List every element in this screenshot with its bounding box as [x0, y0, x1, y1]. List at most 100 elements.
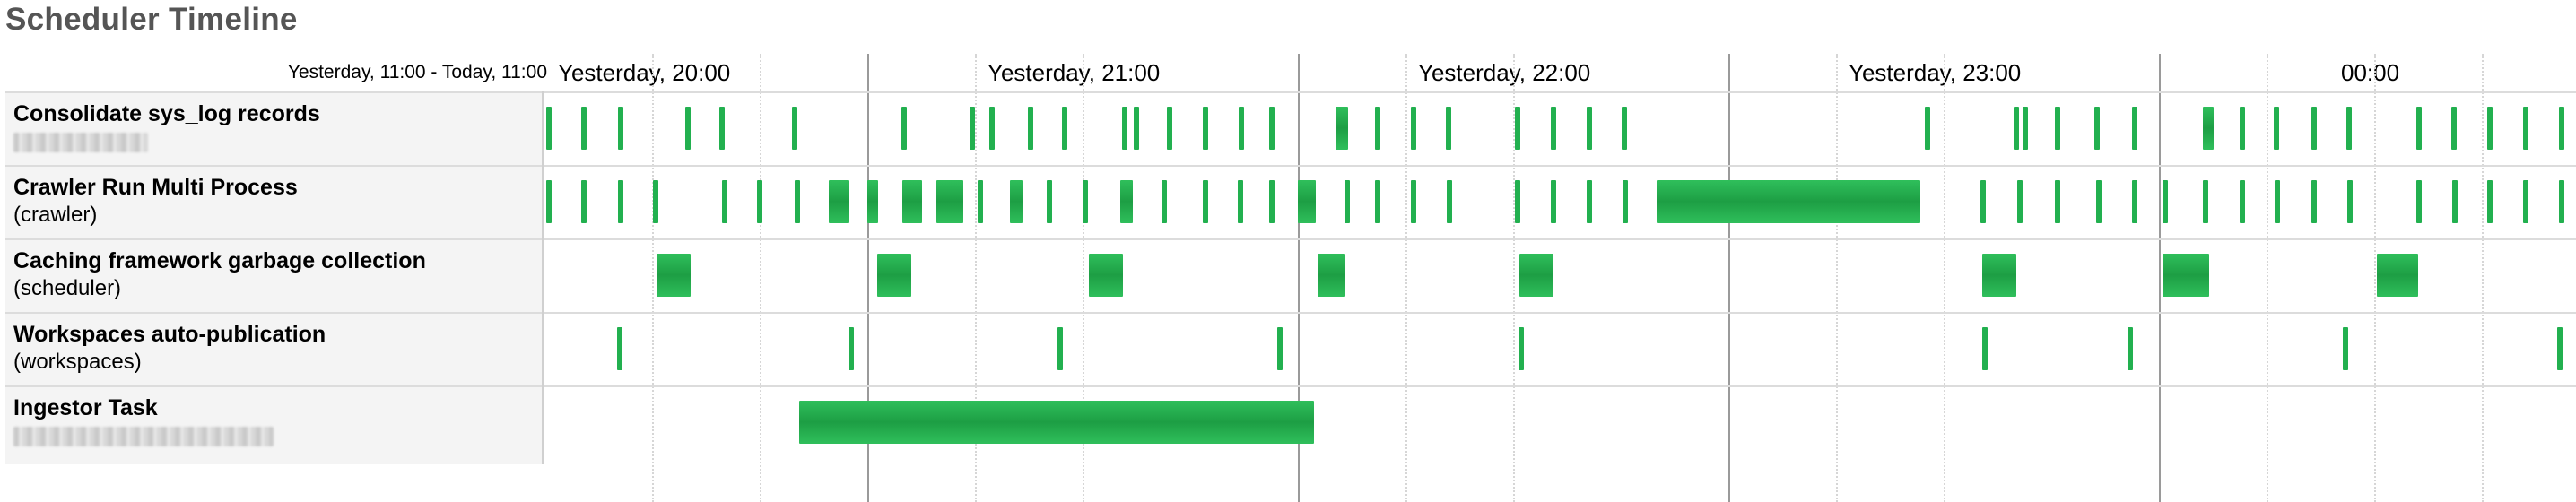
job-run-bar[interactable]	[1122, 107, 1127, 150]
job-run-bar[interactable]	[902, 180, 922, 223]
job-run-bar[interactable]	[2203, 180, 2208, 223]
job-run-bar[interactable]	[1028, 107, 1033, 150]
job-run-bar[interactable]	[2416, 180, 2422, 223]
job-run-bar[interactable]	[1587, 107, 1592, 150]
job-run-bar[interactable]	[657, 254, 691, 297]
job-run-bar[interactable]	[2055, 107, 2060, 150]
job-run-bar[interactable]	[1623, 180, 1628, 223]
job-run-bar[interactable]	[1447, 180, 1452, 223]
job-run-bar[interactable]	[1551, 180, 1556, 223]
job-run-bar[interactable]	[2487, 107, 2493, 150]
job-run-bar[interactable]	[978, 180, 983, 223]
job-run-bar[interactable]	[1062, 107, 1067, 150]
job-run-bar[interactable]	[1318, 254, 1345, 297]
job-run-bar[interactable]	[2557, 327, 2563, 370]
job-run-bar[interactable]	[2311, 107, 2317, 150]
job-run-bar[interactable]	[1411, 107, 1416, 150]
job-run-bar[interactable]	[1925, 107, 1930, 150]
job-run-bar[interactable]	[1336, 107, 1348, 150]
job-run-bar[interactable]	[2559, 180, 2564, 223]
job-run-bar[interactable]	[2132, 107, 2137, 150]
job-run-bar[interactable]	[2487, 180, 2493, 223]
job-run-bar[interactable]	[1587, 180, 1592, 223]
job-run-bar[interactable]	[1089, 254, 1123, 297]
job-run-bar[interactable]	[867, 180, 878, 223]
job-run-bar[interactable]	[2346, 107, 2352, 150]
job-run-bar[interactable]	[2240, 107, 2245, 150]
job-run-bar[interactable]	[849, 327, 854, 370]
job-run-bar[interactable]	[2094, 107, 2100, 150]
job-run-bar[interactable]	[2014, 107, 2019, 150]
job-run-bar[interactable]	[581, 107, 587, 150]
job-run-bar[interactable]	[653, 180, 658, 223]
job-run-bar[interactable]	[2096, 180, 2102, 223]
job-run-bar[interactable]	[2451, 107, 2457, 150]
job-run-bar[interactable]	[1982, 254, 2016, 297]
job-run-bar[interactable]	[1980, 180, 1986, 223]
job-run-bar[interactable]	[2452, 180, 2458, 223]
task-row-label[interactable]: Consolidate sys_log records	[5, 91, 542, 165]
job-run-bar[interactable]	[936, 180, 963, 223]
job-run-bar[interactable]	[2023, 107, 2028, 150]
job-run-bar[interactable]	[2132, 180, 2137, 223]
job-run-bar[interactable]	[1269, 107, 1275, 150]
job-run-bar[interactable]	[546, 107, 552, 150]
job-run-bar[interactable]	[757, 180, 762, 223]
job-run-bar[interactable]	[1010, 180, 1023, 223]
job-run-bar[interactable]	[618, 180, 623, 223]
job-run-bar[interactable]	[1269, 180, 1275, 223]
job-run-bar[interactable]	[970, 107, 975, 150]
job-run-bar[interactable]	[877, 254, 911, 297]
job-run-bar[interactable]	[546, 180, 552, 223]
job-run-bar[interactable]	[1551, 107, 1556, 150]
job-run-bar[interactable]	[1134, 107, 1139, 150]
task-row-label[interactable]: Caching framework garbage collection (sc…	[5, 238, 542, 312]
job-run-bar[interactable]	[901, 107, 907, 150]
job-run-bar[interactable]	[2203, 107, 2214, 150]
job-run-bar[interactable]	[2311, 180, 2317, 223]
job-run-bar[interactable]	[2163, 254, 2209, 297]
job-run-bar[interactable]	[1515, 107, 1520, 150]
job-run-bar[interactable]	[1446, 107, 1451, 150]
job-run-bar[interactable]	[1083, 180, 1088, 223]
job-run-bar[interactable]	[2523, 107, 2528, 150]
job-run-bar[interactable]	[1375, 180, 1380, 223]
job-run-bar[interactable]	[2416, 107, 2422, 150]
job-run-bar[interactable]	[1519, 327, 1524, 370]
job-run-bar[interactable]	[1277, 327, 1283, 370]
job-run-bar[interactable]	[799, 401, 1314, 444]
job-run-bar[interactable]	[581, 180, 587, 223]
job-run-bar[interactable]	[1345, 180, 1350, 223]
job-run-bar[interactable]	[1238, 180, 1243, 223]
job-run-bar[interactable]	[1239, 107, 1244, 150]
job-run-bar[interactable]	[2347, 180, 2353, 223]
job-run-bar[interactable]	[1982, 327, 1988, 370]
task-row-label[interactable]: Crawler Run Multi Process (crawler)	[5, 165, 542, 238]
job-run-bar[interactable]	[1203, 180, 1208, 223]
job-run-bar[interactable]	[618, 107, 623, 150]
job-run-bar[interactable]	[2055, 180, 2060, 223]
job-run-bar[interactable]	[2240, 180, 2245, 223]
job-run-bar[interactable]	[1120, 180, 1133, 223]
job-run-bar[interactable]	[1057, 327, 1063, 370]
job-run-bar[interactable]	[2274, 107, 2279, 150]
job-run-bar[interactable]	[722, 180, 727, 223]
job-run-bar[interactable]	[2163, 180, 2168, 223]
task-row-label[interactable]: Ingestor Task	[5, 385, 542, 459]
job-run-bar[interactable]	[2559, 107, 2564, 150]
job-run-bar[interactable]	[829, 180, 849, 223]
job-run-bar[interactable]	[1047, 180, 1052, 223]
job-run-bar[interactable]	[1162, 180, 1167, 223]
job-run-bar[interactable]	[1411, 180, 1416, 223]
job-run-bar[interactable]	[2377, 254, 2418, 297]
job-run-bar[interactable]	[1298, 180, 1316, 223]
job-run-bar[interactable]	[719, 107, 725, 150]
job-run-bar[interactable]	[1657, 180, 1920, 223]
job-run-bar[interactable]	[1519, 254, 1553, 297]
job-run-bar[interactable]	[2128, 327, 2133, 370]
job-run-bar[interactable]	[2017, 180, 2023, 223]
job-run-bar[interactable]	[1203, 107, 1208, 150]
job-run-bar[interactable]	[617, 327, 622, 370]
job-run-bar[interactable]	[1167, 107, 1172, 150]
job-run-bar[interactable]	[1622, 107, 1627, 150]
